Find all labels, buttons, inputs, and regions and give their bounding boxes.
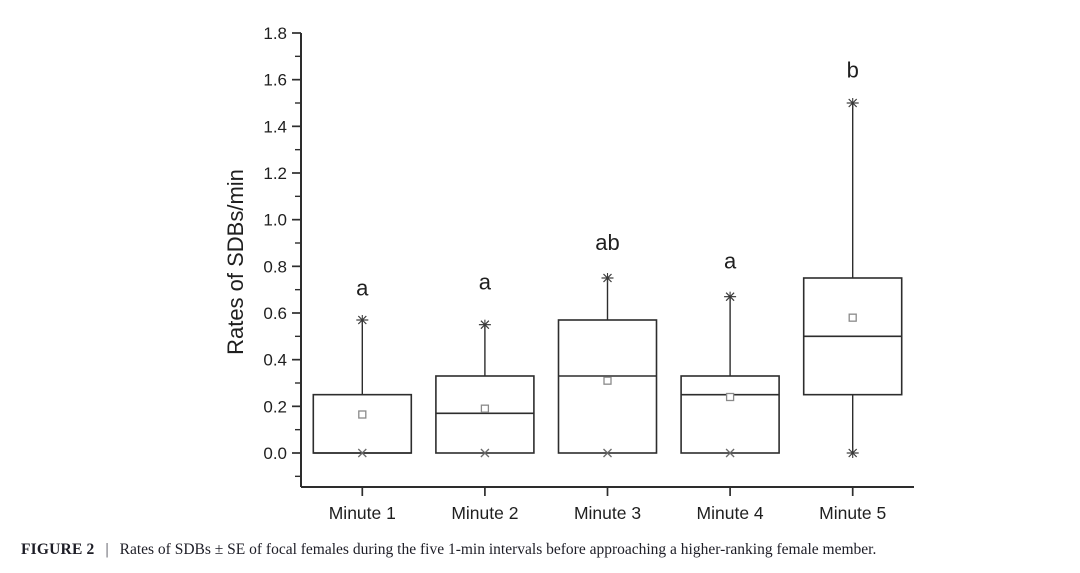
y-tick-label: 1.4	[263, 117, 287, 136]
x-category-label: Minute 1	[329, 503, 396, 523]
box-group-2: a	[435, 270, 535, 458]
y-tick-label: 1.2	[263, 164, 287, 183]
x-category-label: Minute 3	[574, 503, 641, 523]
figure-caption-label: FIGURE 2	[21, 541, 95, 558]
x-marker	[603, 448, 612, 458]
boxplot-chart-area: 0.0 0.2 0.4 0.6 0.8 1.0 1.2 1.4 1.6 1.8 Rates of S…	[223, 24, 914, 523]
y-tick-label: 1.8	[263, 24, 287, 43]
box-rect	[435, 375, 535, 454]
box-rect	[680, 375, 780, 454]
sig-letter: ab	[595, 230, 619, 255]
mean-marker	[603, 376, 612, 385]
box-group-1: a	[312, 276, 413, 458]
y-tick-label: 0.8	[263, 257, 287, 276]
y-tick-label: 0.0	[263, 444, 287, 463]
figure-caption-separator: |	[105, 541, 109, 558]
box-rect	[312, 393, 413, 454]
x-marker	[357, 448, 367, 458]
mean-marker	[358, 410, 367, 419]
box-group-5: b	[802, 57, 903, 458]
x-category-label: Minute 5	[819, 503, 886, 523]
sig-letter: a	[479, 270, 492, 295]
y-tick-label: 0.2	[263, 397, 287, 416]
boxplot-figure: 0.0 0.2 0.4 0.6 0.8 1.0 1.2 1.4 1.6 1.8 Rates of S…	[223, 24, 914, 523]
figure-caption: FIGURE 2 | Rates of SDBs ± SE of focal fem…	[21, 540, 1067, 559]
sig-letter: a	[356, 276, 369, 301]
sig-letter: b	[847, 57, 859, 82]
y-tick-label: 1.6	[263, 71, 287, 90]
mean-marker	[848, 313, 857, 322]
box-rect	[557, 319, 658, 454]
figure-caption-text: Rates of SDBs ± SE of focal females duri…	[119, 541, 877, 558]
x-category-label: Minute 2	[451, 503, 518, 523]
x-category-label: Minute 4	[697, 503, 764, 523]
y-tick-label: 0.6	[263, 304, 287, 323]
mean-marker	[725, 392, 735, 402]
box-group-4: a	[680, 249, 780, 458]
x-marker	[725, 448, 735, 458]
sig-letter: a	[724, 249, 737, 274]
y-tick-label: 0.4	[263, 351, 287, 370]
x-marker	[480, 448, 490, 458]
box-group-3: ab	[557, 230, 658, 458]
y-axis-title: Rates of SDBs/min	[223, 169, 248, 355]
mean-marker	[480, 404, 490, 413]
y-tick-label: 1.0	[263, 211, 287, 230]
